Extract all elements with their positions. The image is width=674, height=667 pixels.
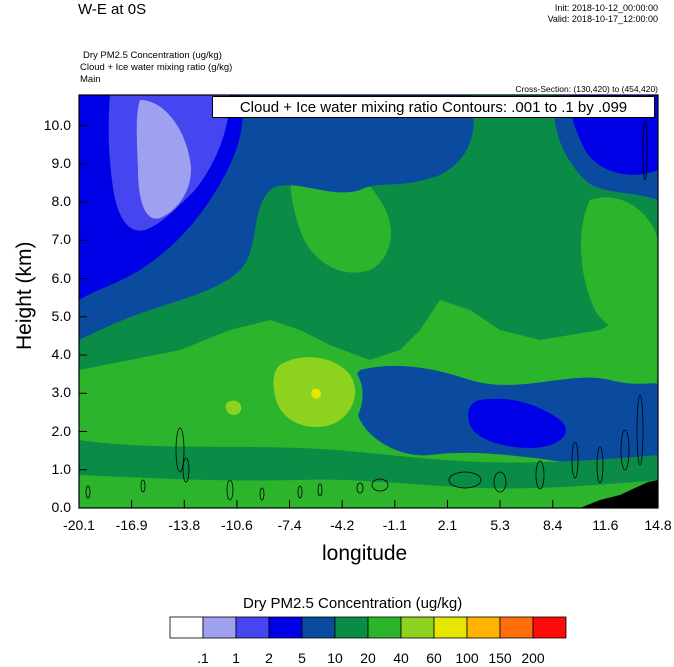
colorbar-label: 200: [521, 650, 545, 666]
colorbar-box: [532, 616, 567, 639]
contour-info-label: Cloud + Ice water mixing ratio Contours:…: [212, 96, 655, 118]
x-tick-label: 2.1: [437, 517, 458, 533]
colorbar-box: [367, 616, 402, 639]
heatmap-field: [79, 95, 658, 508]
colorbar-label: .1: [197, 650, 209, 666]
y-tick-label: 0.0: [51, 499, 71, 515]
y-tick-label: 10.0: [43, 116, 71, 133]
cloud-contours: [85, 119, 648, 501]
x-tick-label: 14.8: [644, 517, 672, 533]
colorbar-box: [202, 616, 237, 639]
x-tick-label: 8.4: [542, 517, 563, 533]
x-axis-label: longitude: [322, 542, 408, 565]
y-tick-label: 2.0: [51, 422, 71, 439]
pm25-region-20-surface: [79, 440, 658, 489]
x-tick-label: -16.9: [115, 517, 148, 533]
axis-ticks: [78, 125, 659, 509]
y-tick-label: 7.0: [51, 231, 71, 248]
x-tick-label: -13.8: [168, 517, 201, 533]
x-tick-label: 11.6: [592, 517, 619, 533]
valid-time: Valid: 2018-10-17_12:00:00: [547, 14, 658, 24]
colorbar-label: 10: [327, 650, 343, 666]
y-tick-label: 6.0: [51, 269, 71, 286]
terrain: [580, 480, 658, 508]
colorbar-box: [235, 616, 270, 639]
colorbar-box: [466, 616, 501, 639]
plot-title: W-E at 0S: [78, 1, 147, 18]
colorbar-title: Dry PM2.5 Concentration (ug/kg): [243, 595, 463, 612]
x-tick-label: 5.3: [490, 517, 510, 533]
plot-frame: [78, 94, 659, 509]
colorbar-box: [334, 616, 369, 639]
colorbar-box: [499, 616, 534, 639]
y-axis-label: Height (km): [13, 241, 36, 350]
colorbar-label: 5: [298, 650, 306, 666]
x-tick-label: -20.1: [63, 517, 95, 533]
colorbar-label: 20: [360, 650, 376, 666]
colorbar-box: [433, 616, 468, 639]
x-tick-label: -4.2: [330, 517, 355, 533]
pm25-region-100: [311, 388, 322, 399]
pm25-region-1: [136, 100, 191, 219]
colorbar-label: 2: [265, 650, 273, 666]
colorbar-box: [169, 616, 204, 639]
y-tick-label: 3.0: [51, 384, 71, 401]
pm25-region-40-right: [580, 197, 658, 335]
x-tick-label: -1.1: [382, 517, 407, 533]
pm25-region-5-lower: [468, 398, 566, 448]
cross-section-label: Cross-Section: (130,420) to (454,420): [515, 84, 658, 94]
init-time: Init: 2018-10-12_00:00:00: [554, 3, 658, 13]
colorbar-box: [268, 616, 303, 639]
colorbar-box: [301, 616, 336, 639]
colorbar-label: 150: [488, 650, 512, 666]
y-tick-label: 5.0: [51, 307, 71, 324]
colorbar: [169, 616, 567, 639]
pm25-region-60-small: [225, 400, 242, 416]
colorbar-label: 60: [426, 650, 442, 666]
field-label-cloud: Cloud + Ice water mixing ratio (g/kg): [80, 62, 233, 73]
y-tick-label: 4.0: [51, 346, 71, 363]
colorbar-label: 1: [232, 650, 240, 666]
colorbar-box: [400, 616, 435, 639]
x-tick-label: -10.6: [220, 517, 253, 533]
field-label-pm25: Dry PM2.5 Concentration (ug/kg): [83, 50, 222, 61]
colorbar-label: 40: [393, 650, 409, 666]
y-tick-label: 1.0: [51, 460, 71, 477]
field-label-main: Main: [80, 74, 101, 85]
y-tick-label: 9.0: [51, 154, 71, 171]
y-tick-label: 8.0: [51, 193, 71, 210]
colorbar-label: 100: [455, 650, 479, 666]
x-tick-label: -7.4: [277, 517, 302, 533]
